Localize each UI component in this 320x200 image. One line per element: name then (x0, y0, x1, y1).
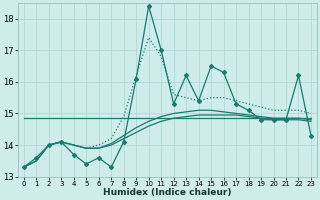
X-axis label: Humidex (Indice chaleur): Humidex (Indice chaleur) (103, 188, 232, 197)
